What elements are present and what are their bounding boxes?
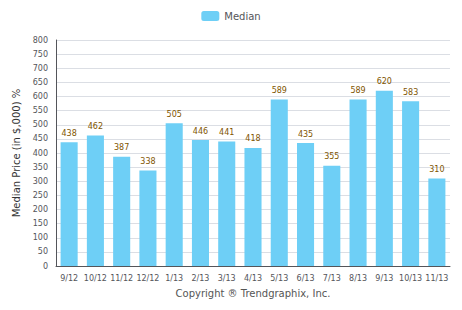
svg-text:418: 418 <box>245 134 260 143</box>
svg-text:446: 446 <box>193 127 208 136</box>
svg-text:11/12: 11/12 <box>110 274 133 283</box>
svg-text:2/13: 2/13 <box>191 274 209 283</box>
svg-text:0: 0 <box>43 262 48 271</box>
svg-text:620: 620 <box>377 77 392 86</box>
svg-text:4/13: 4/13 <box>244 274 262 283</box>
svg-text:450: 450 <box>33 134 48 143</box>
svg-text:250: 250 <box>33 191 48 200</box>
svg-text:800: 800 <box>33 36 48 45</box>
svg-text:10/12: 10/12 <box>84 274 107 283</box>
svg-text:100: 100 <box>33 233 48 242</box>
svg-text:438: 438 <box>61 129 76 138</box>
svg-text:5/13: 5/13 <box>270 274 288 283</box>
svg-text:8/13: 8/13 <box>349 274 367 283</box>
svg-text:583: 583 <box>403 88 418 97</box>
svg-text:150: 150 <box>33 219 48 228</box>
svg-text:310: 310 <box>429 165 444 174</box>
svg-text:435: 435 <box>298 130 313 139</box>
svg-text:550: 550 <box>33 106 48 115</box>
svg-text:Median Price (in $,000) %: Median Price (in $,000) % <box>11 89 22 218</box>
svg-text:300: 300 <box>33 177 48 186</box>
svg-text:9/13: 9/13 <box>375 274 393 283</box>
svg-text:12/12: 12/12 <box>136 274 159 283</box>
svg-text:589: 589 <box>272 86 287 95</box>
svg-text:3/13: 3/13 <box>218 274 236 283</box>
svg-text:400: 400 <box>33 149 48 158</box>
svg-text:50: 50 <box>38 247 48 256</box>
svg-text:10/13: 10/13 <box>399 274 422 283</box>
svg-text:750: 750 <box>33 50 48 59</box>
svg-text:355: 355 <box>324 152 339 161</box>
svg-text:387: 387 <box>114 143 129 152</box>
svg-text:Median: Median <box>224 11 260 22</box>
svg-text:462: 462 <box>88 122 103 131</box>
svg-text:350: 350 <box>33 163 48 172</box>
svg-text:9/12: 9/12 <box>60 274 78 283</box>
svg-text:338: 338 <box>140 157 155 166</box>
svg-text:Copyright ® Trendgraphix, Inc.: Copyright ® Trendgraphix, Inc. <box>176 288 331 299</box>
svg-text:6/13: 6/13 <box>297 274 315 283</box>
svg-text:500: 500 <box>33 120 48 129</box>
svg-text:11/13: 11/13 <box>425 274 448 283</box>
svg-text:589: 589 <box>350 86 365 95</box>
svg-text:7/13: 7/13 <box>323 274 341 283</box>
svg-text:441: 441 <box>219 128 234 137</box>
svg-text:200: 200 <box>33 205 48 214</box>
svg-text:1/13: 1/13 <box>165 274 183 283</box>
svg-text:505: 505 <box>167 110 182 119</box>
svg-text:600: 600 <box>33 92 48 101</box>
svg-text:700: 700 <box>33 64 48 73</box>
svg-text:650: 650 <box>33 78 48 87</box>
